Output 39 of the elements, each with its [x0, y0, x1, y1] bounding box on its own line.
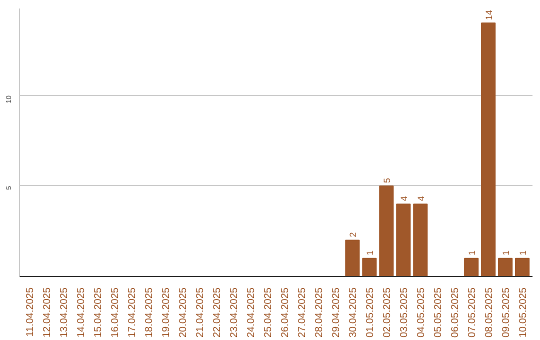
x-tick-label: 28.04.2025 [314, 287, 325, 338]
x-tick-label: 04.05.2025 [416, 287, 427, 338]
data-label: 1 [500, 250, 511, 256]
x-tick-label: 18.04.2025 [144, 287, 156, 338]
data-label: 1 [364, 250, 375, 256]
x-tick-label: 26.04.2025 [280, 287, 291, 338]
x-tick-label: 24.04.2025 [246, 287, 258, 338]
x-tick-label: 03.05.2025 [398, 287, 410, 338]
x-tick-label: 22.04.2025 [212, 287, 224, 338]
x-tick-label: 12.04.2025 [42, 287, 54, 338]
x-tick-label: 20.04.2025 [178, 287, 190, 338]
data-label: 1 [518, 250, 528, 256]
x-tick-label: 13.04.2025 [59, 287, 70, 338]
data-label: 2 [348, 232, 358, 238]
x-tick-label: 07.05.2025 [466, 287, 478, 338]
x-tick-label: 15.04.2025 [93, 287, 104, 338]
x-tick-label: 01.05.2025 [364, 287, 376, 338]
x-tick-label: 30.04.2025 [348, 287, 359, 338]
x-tick-label: 23.04.2025 [229, 287, 240, 338]
data-label: 14 [484, 10, 494, 20]
x-tick-label: 17.04.2025 [127, 287, 138, 338]
x-tick-label: 11.04.2025 [25, 287, 36, 337]
x-tick-label: 08.05.2025 [484, 287, 495, 338]
x-tick-label: 27.04.2025 [296, 287, 308, 338]
x-tick-label: 21.04.2025 [195, 287, 206, 338]
x-tick-label: 10.05.2025 [518, 287, 529, 338]
x-tick-label: 14.04.2025 [76, 287, 88, 338]
x-tick-label: 25.04.2025 [263, 287, 274, 338]
data-label: 4 [416, 196, 426, 202]
x-tick-label: 09.05.2025 [500, 287, 512, 338]
x-tick-label: 16.04.2025 [110, 287, 122, 338]
data-label: 5 [382, 178, 392, 183]
x-tick-label: 29.04.2025 [330, 287, 342, 338]
x-tick-label: 19.04.2025 [161, 287, 172, 338]
data-label: 1 [466, 250, 477, 256]
data-label: 4 [398, 196, 409, 202]
x-tick-label: 02.05.2025 [382, 287, 393, 338]
x-tick-label: 05.05.2025 [432, 287, 444, 338]
x-tick-label: 06.05.2025 [450, 287, 461, 338]
